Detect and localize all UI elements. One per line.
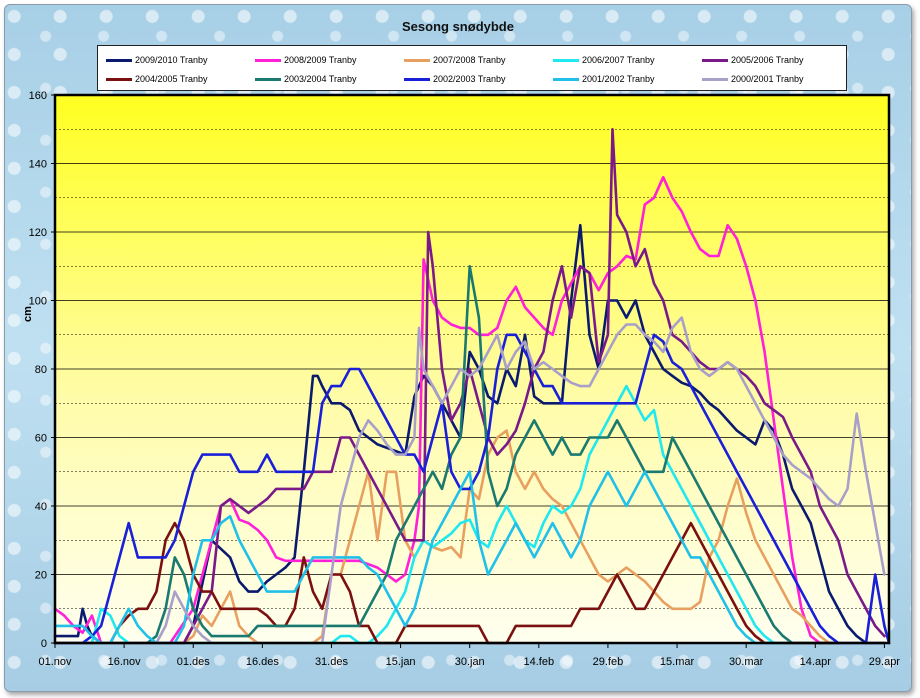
chart-legend: 2009/2010 Tranby 2008/2009 Tranby 2007/200… — [97, 45, 847, 91]
legend-swatch — [106, 58, 132, 62]
x-tick-label: 01.des — [177, 656, 211, 668]
x-tick-label: 29.apr — [869, 656, 901, 668]
x-tick-label: 15.mar — [660, 656, 695, 668]
legend-swatch — [553, 58, 579, 62]
legend-item-1: 2009/2010 Tranby — [106, 53, 208, 67]
x-tick-label: 30.jan — [455, 656, 485, 668]
x-tick-label: 16.des — [246, 656, 280, 668]
series-line-2 — [53, 175, 840, 645]
y-tick-label: 100 — [29, 296, 47, 308]
legend-label: 2000/2001 Tranby — [731, 74, 804, 84]
series-line-7 — [53, 264, 840, 645]
x-tick-label: 15.jan — [386, 656, 416, 668]
series-line-8 — [53, 333, 891, 645]
legend-swatch — [106, 77, 132, 81]
legend-swatch — [404, 77, 430, 81]
legend-label: 2005/2006 Tranby — [731, 55, 804, 65]
legend-item-8: 2002/2003 Tranby — [404, 72, 506, 86]
y-tick-label: 60 — [35, 433, 47, 445]
y-tick-label: 20 — [35, 570, 47, 582]
legend-item-6: 2004/2005 Tranby — [106, 72, 208, 86]
legend-item-9: 2001/2002 Tranby — [553, 72, 655, 86]
series-layer — [53, 128, 891, 645]
legend-label: 2001/2002 Tranby — [582, 74, 655, 84]
legend-label: 2003/2004 Tranby — [284, 74, 357, 84]
y-tick-label: 160 — [29, 90, 47, 102]
series-line-1 — [53, 223, 886, 645]
x-tick-label: 01.nov — [38, 656, 72, 668]
legend-swatch — [255, 58, 281, 62]
series-line-6 — [53, 521, 840, 645]
y-tick-label: 120 — [29, 227, 47, 239]
legend-swatch — [255, 77, 281, 81]
chart-title: Sesong snødybde — [402, 19, 514, 34]
legend-swatch — [404, 58, 430, 62]
legend-label: 2006/2007 Tranby — [582, 55, 655, 65]
legend-item-7: 2003/2004 Tranby — [255, 72, 357, 86]
x-tick-label: 14.apr — [800, 656, 832, 668]
legend-item-3: 2007/2008 Tranby — [404, 53, 506, 67]
legend-label: 2008/2009 Tranby — [284, 55, 357, 65]
legend-swatch — [702, 77, 728, 81]
y-tick-label: 0 — [41, 638, 47, 650]
axis-layer: 0 20 40 60 80 100 120 140 160 01.nov 16.nov 01.des 1… — [22, 90, 900, 668]
series-line-5 — [53, 128, 886, 645]
legend-label: 2002/2003 Tranby — [433, 74, 506, 84]
legend-label: 2009/2010 Tranby — [135, 55, 208, 65]
y-tick-label: 40 — [35, 501, 47, 513]
x-tick-label: 29.feb — [593, 656, 624, 668]
y-axis-label: cm — [22, 306, 34, 322]
y-tick-label: 80 — [35, 364, 47, 376]
y-tick-label: 140 — [29, 159, 47, 171]
x-tick-label: 30.mar — [729, 656, 764, 668]
legend-label: 2007/2008 Tranby — [433, 55, 506, 65]
x-tick-label: 14.feb — [524, 656, 555, 668]
x-tick-label: 16.nov — [108, 656, 142, 668]
legend-swatch — [702, 58, 728, 62]
series-line-9 — [53, 470, 785, 645]
legend-item-2: 2008/2009 Tranby — [255, 53, 357, 67]
legend-item-10: 2000/2001 Tranby — [702, 72, 804, 86]
legend-item-4: 2006/2007 Tranby — [553, 53, 655, 67]
legend-label: 2004/2005 Tranby — [135, 74, 208, 84]
x-tick-label: 31.des — [315, 656, 349, 668]
legend-swatch — [553, 77, 579, 81]
legend-item-5: 2005/2006 Tranby — [702, 53, 804, 67]
